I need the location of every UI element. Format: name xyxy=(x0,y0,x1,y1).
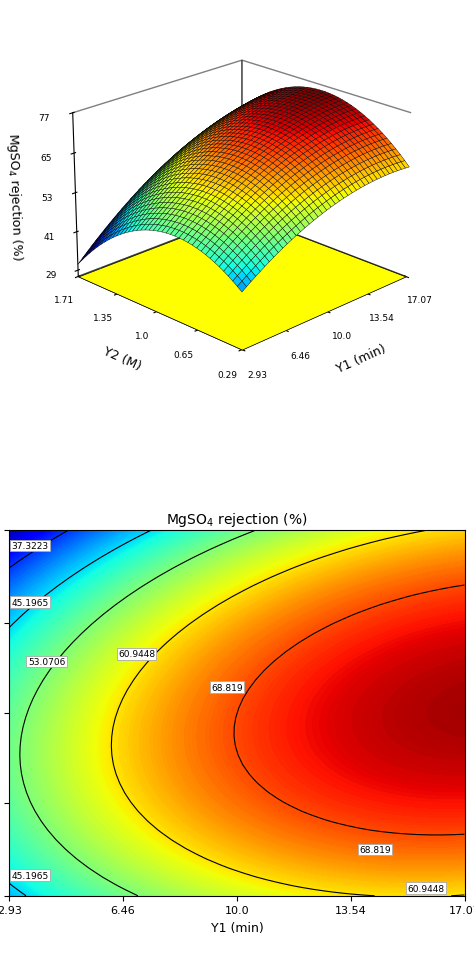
Text: 68.819: 68.819 xyxy=(211,683,243,692)
X-axis label: Y1 (min): Y1 (min) xyxy=(210,921,264,934)
Text: 60.9448: 60.9448 xyxy=(118,650,155,659)
Text: 45.1965: 45.1965 xyxy=(12,598,49,607)
Text: 37.3223: 37.3223 xyxy=(12,541,49,551)
Text: 60.9448: 60.9448 xyxy=(408,883,445,893)
Y-axis label: Y2 (M): Y2 (M) xyxy=(101,345,143,374)
Text: 68.819: 68.819 xyxy=(359,845,391,854)
Text: 53.0706: 53.0706 xyxy=(28,658,65,666)
Title: MgSO$_4$ rejection (%): MgSO$_4$ rejection (%) xyxy=(166,511,308,529)
Text: 45.1965: 45.1965 xyxy=(12,871,49,880)
X-axis label: Y1 (min): Y1 (min) xyxy=(335,342,388,375)
